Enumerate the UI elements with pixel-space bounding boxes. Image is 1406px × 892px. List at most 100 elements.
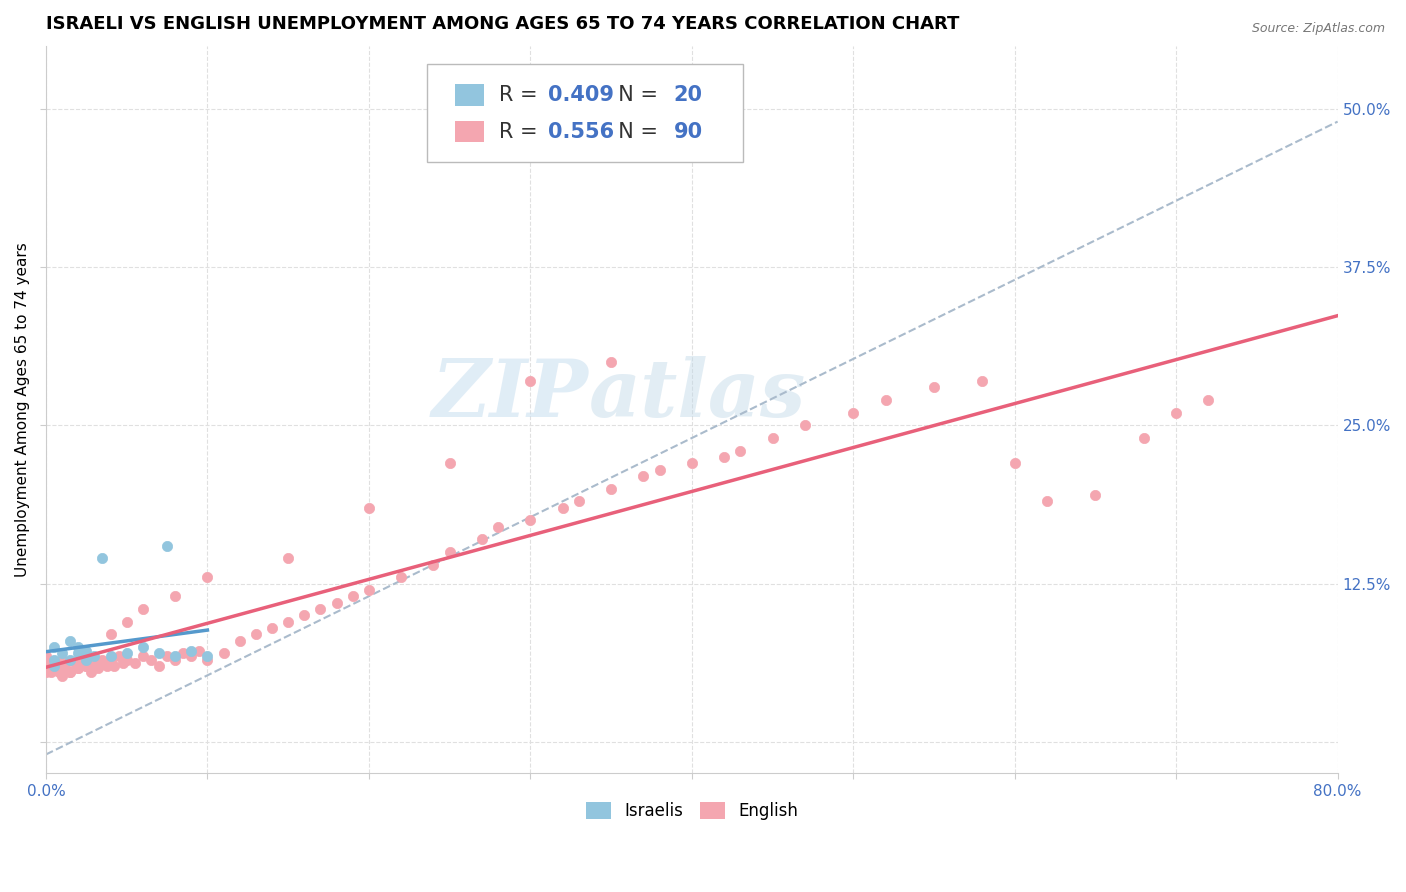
Point: [42, 658, 65, 673]
Point: [1166, 406, 1188, 420]
Point: [292, 608, 315, 623]
Point: [75, 652, 97, 666]
Point: [188, 643, 211, 657]
Text: 0.556: 0.556: [548, 121, 614, 142]
Point: [277, 551, 299, 566]
Point: [35, 661, 58, 675]
Point: [107, 648, 129, 663]
Point: [83, 657, 105, 671]
Point: [1133, 431, 1156, 445]
Text: 20: 20: [673, 85, 703, 105]
Text: 0.409: 0.409: [548, 85, 614, 105]
Point: [156, 539, 179, 553]
Point: [389, 570, 412, 584]
Point: [42, 658, 65, 673]
Point: [59, 665, 82, 680]
Text: R =: R =: [499, 121, 544, 142]
Point: [91, 551, 114, 566]
Point: [1198, 392, 1220, 407]
Point: [309, 602, 332, 616]
Point: [519, 513, 541, 527]
Point: [124, 657, 146, 671]
Point: [156, 648, 179, 663]
Point: [112, 657, 135, 671]
Point: [70, 652, 93, 666]
Point: [37, 658, 59, 673]
Point: [48, 665, 70, 680]
Point: [115, 646, 138, 660]
Point: [439, 545, 461, 559]
Point: [100, 648, 122, 663]
Point: [713, 450, 735, 464]
Point: [600, 482, 623, 496]
Point: [277, 615, 299, 629]
Point: [132, 640, 155, 654]
Point: [245, 627, 267, 641]
Point: [1004, 456, 1026, 470]
Point: [260, 621, 283, 635]
Point: [67, 640, 90, 654]
Point: [51, 646, 73, 660]
Point: [51, 669, 73, 683]
Point: [180, 648, 202, 663]
Point: [96, 658, 118, 673]
Point: [67, 661, 90, 675]
Point: [80, 665, 103, 680]
Point: [486, 519, 509, 533]
Text: atlas: atlas: [589, 356, 806, 434]
Point: [842, 406, 865, 420]
Point: [91, 652, 114, 666]
Point: [875, 392, 897, 407]
Legend: Israelis, English: Israelis, English: [579, 796, 804, 827]
Point: [42, 652, 65, 666]
FancyBboxPatch shape: [427, 64, 744, 162]
Point: [212, 646, 235, 660]
Point: [83, 652, 105, 666]
Point: [648, 463, 671, 477]
Point: [422, 558, 444, 572]
Point: [172, 646, 194, 660]
Text: N =: N =: [605, 121, 665, 142]
Point: [681, 456, 703, 470]
Point: [728, 443, 751, 458]
Text: ZIP: ZIP: [432, 356, 589, 434]
Point: [75, 643, 97, 657]
Point: [148, 646, 170, 660]
Point: [228, 633, 250, 648]
Point: [38, 661, 60, 675]
Point: [100, 652, 122, 666]
Point: [35, 652, 58, 666]
Point: [551, 500, 574, 515]
Point: [357, 500, 380, 515]
Point: [148, 658, 170, 673]
Point: [100, 627, 122, 641]
Text: R =: R =: [499, 85, 544, 105]
Point: [39, 665, 62, 680]
Point: [59, 652, 82, 666]
Point: [197, 652, 219, 666]
Point: [972, 374, 994, 388]
Point: [180, 643, 202, 657]
Point: [761, 431, 783, 445]
Point: [83, 648, 105, 663]
Point: [115, 615, 138, 629]
Point: [600, 355, 623, 369]
Point: [46, 658, 69, 673]
Text: Source: ZipAtlas.com: Source: ZipAtlas.com: [1251, 22, 1385, 36]
Point: [1084, 488, 1107, 502]
Point: [67, 661, 90, 675]
Point: [633, 469, 655, 483]
Point: [115, 652, 138, 666]
Point: [325, 596, 347, 610]
Point: [519, 374, 541, 388]
Point: [197, 570, 219, 584]
Point: [63, 657, 86, 671]
Point: [53, 658, 76, 673]
Point: [67, 646, 90, 660]
Point: [197, 648, 219, 663]
Point: [922, 380, 945, 394]
Point: [35, 665, 58, 680]
Point: [139, 652, 162, 666]
Point: [51, 652, 73, 666]
Point: [165, 648, 187, 663]
